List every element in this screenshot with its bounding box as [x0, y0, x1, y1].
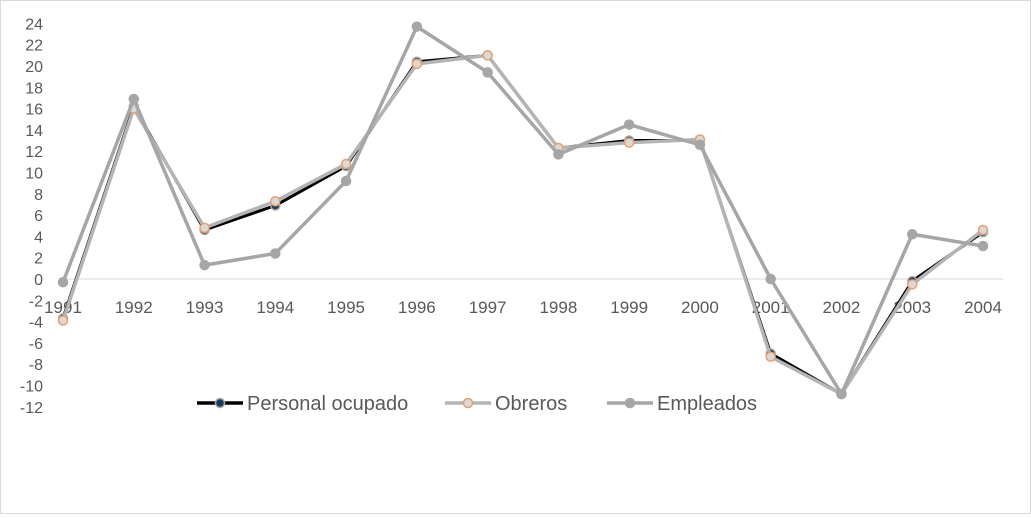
x-tick-label: 1995	[327, 298, 365, 317]
y-tick-label: -10	[20, 379, 43, 396]
series-1	[57, 50, 989, 400]
y-tick-label: 16	[25, 102, 43, 119]
data-point	[411, 58, 423, 70]
legend-label: Personal ocupado	[247, 393, 408, 415]
x-tick-label: 1996	[398, 298, 436, 317]
data-point	[836, 388, 847, 400]
x-tick-label: 1991	[44, 298, 82, 317]
legend-label: Empleados	[657, 393, 757, 415]
data-point	[270, 196, 281, 207]
data-point	[199, 222, 210, 234]
legend-item: Obreros	[445, 393, 567, 415]
series-line	[61, 24, 984, 396]
data-point	[340, 158, 352, 170]
y-tick-label: -6	[29, 336, 43, 353]
y-tick-label: 2	[34, 251, 43, 268]
data-point	[765, 273, 776, 285]
y-tick-label: 22	[25, 38, 43, 55]
x-tick-label: 1999	[610, 298, 648, 317]
data-point	[977, 240, 989, 252]
y-tick-label: 8	[34, 187, 43, 204]
data-point	[553, 149, 564, 160]
x-tick-label: 2003	[893, 298, 931, 317]
y-tick-label: -2	[29, 293, 43, 310]
data-point	[482, 50, 493, 61]
data-point	[199, 259, 210, 271]
x-tick-label: 1994	[256, 298, 294, 317]
data-point	[906, 229, 918, 240]
data-point	[694, 139, 706, 151]
data-point	[270, 248, 281, 259]
y-tick-label: 6	[34, 208, 43, 225]
y-tick-label: 0	[34, 272, 43, 289]
y-tick-label: 14	[25, 123, 43, 140]
x-tick-label: 2001	[752, 298, 790, 317]
data-point	[57, 315, 69, 326]
series-layer	[57, 21, 989, 400]
y-tick-label: 24	[25, 16, 43, 33]
y-tick-label: 18	[25, 80, 43, 97]
y-tick-label: -4	[29, 315, 43, 332]
x-tick-label: 2004	[964, 298, 1002, 317]
x-tick-label: 2000	[681, 298, 719, 317]
x-tick-label: 1992	[115, 298, 153, 317]
legend-item: Personal ocupado	[197, 393, 408, 415]
x-tick-label: 2002	[823, 298, 861, 317]
legend-label: Obreros	[495, 393, 567, 415]
data-point	[57, 276, 69, 288]
y-tick-label: -12	[20, 400, 43, 417]
legend-item: Empleados	[607, 393, 757, 415]
y-tick-label: 4	[34, 229, 43, 246]
y-tick-label: 20	[25, 59, 43, 76]
legend-swatch-marker	[462, 397, 474, 409]
series-line	[61, 53, 985, 396]
legend-swatch-marker	[624, 397, 636, 409]
data-point	[411, 21, 423, 32]
data-point	[128, 93, 140, 105]
x-tick-label: 1998	[539, 298, 577, 317]
y-tick-label: -8	[29, 357, 43, 374]
data-point	[340, 175, 352, 187]
x-axis-tick-labels: 1991 1992 1993 1994 1995 1996 1997 1998 1999 2000…	[44, 298, 1002, 317]
data-point	[977, 224, 989, 236]
data-point	[623, 119, 635, 130]
y-tick-label: 10	[25, 166, 43, 183]
legend: Personal ocupado Obreros Empleados	[197, 393, 757, 415]
data-point	[623, 137, 635, 148]
legend-swatch-marker	[214, 397, 226, 409]
data-point	[765, 351, 776, 362]
data-point	[482, 67, 493, 78]
x-tick-label: 1997	[469, 298, 507, 317]
y-tick-label: 12	[25, 144, 43, 161]
data-point	[906, 279, 918, 290]
series-2	[57, 21, 989, 400]
x-tick-label: 1993	[186, 298, 224, 317]
